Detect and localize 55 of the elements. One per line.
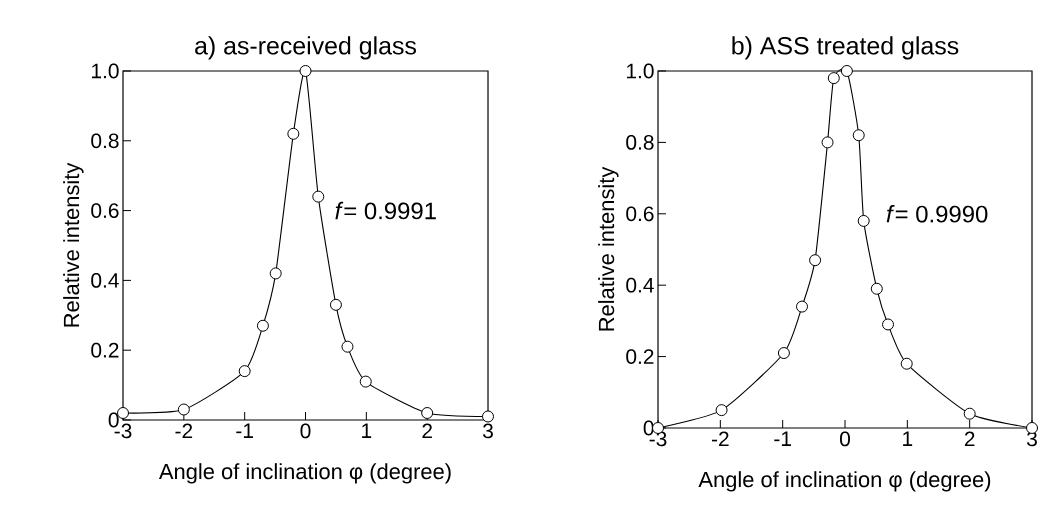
x-tick-label: 1 <box>903 431 913 446</box>
x-tick-label: 2 <box>422 423 432 439</box>
point <box>827 72 840 85</box>
point <box>821 136 834 149</box>
x-tick-label: 1 <box>362 423 372 438</box>
y-tick-label: 0.4 <box>91 272 119 288</box>
x-tick-label: 0 <box>300 423 311 439</box>
y-tick-label: 1.0 <box>92 63 119 79</box>
y-tick-label: 0.8 <box>626 134 654 150</box>
y-tick-label: 0.2 <box>91 342 119 358</box>
y-tick-label: 0.4 <box>626 277 654 293</box>
point <box>238 365 251 378</box>
y-tick-label: 0.6 <box>626 206 654 222</box>
point <box>857 214 870 227</box>
point <box>117 407 130 420</box>
point <box>359 375 372 388</box>
y-tick-label: 0.8 <box>91 133 119 149</box>
point <box>809 254 822 267</box>
x-tick-label: -1 <box>236 423 253 438</box>
point <box>840 64 853 77</box>
point <box>796 300 808 313</box>
point <box>900 357 913 370</box>
chart-title: a) as-received glass <box>195 36 416 60</box>
point <box>312 190 325 203</box>
point <box>329 298 342 311</box>
y-tick-label: 0.6 <box>91 203 119 218</box>
point <box>177 403 190 416</box>
x-tick-label: -2 <box>711 431 729 447</box>
annotation: f= 0.9991 <box>335 201 436 220</box>
y-tick-label: 1.0 <box>627 63 654 79</box>
x-axis-title: Angle of inclination φ (degree) <box>698 471 991 492</box>
point <box>777 347 790 360</box>
x-tick-label: 3 <box>482 423 493 439</box>
point <box>299 64 312 77</box>
annotation: f= 0.9990 <box>886 205 988 223</box>
point <box>482 410 495 423</box>
chart-title: b) ASS treated glass <box>732 36 959 60</box>
point <box>256 319 269 332</box>
x-axis-title: Angle of inclination φ (degree) <box>158 463 451 484</box>
y-tick-label: 0.2 <box>626 349 654 364</box>
point <box>870 282 883 295</box>
y-axis-title: Relative intensity <box>598 166 619 331</box>
x-tick-label: 0 <box>840 431 850 447</box>
point <box>421 407 434 420</box>
point <box>852 129 865 142</box>
point <box>341 340 354 353</box>
x-tick-label: -2 <box>175 423 193 439</box>
x-tick-label: -1 <box>774 431 791 446</box>
point <box>287 127 300 140</box>
point <box>715 404 728 417</box>
point <box>269 267 282 280</box>
x-tick-label: 2 <box>964 431 975 447</box>
y-axis-title: Relative intensity <box>63 162 84 327</box>
point <box>882 318 895 331</box>
point <box>963 407 976 420</box>
